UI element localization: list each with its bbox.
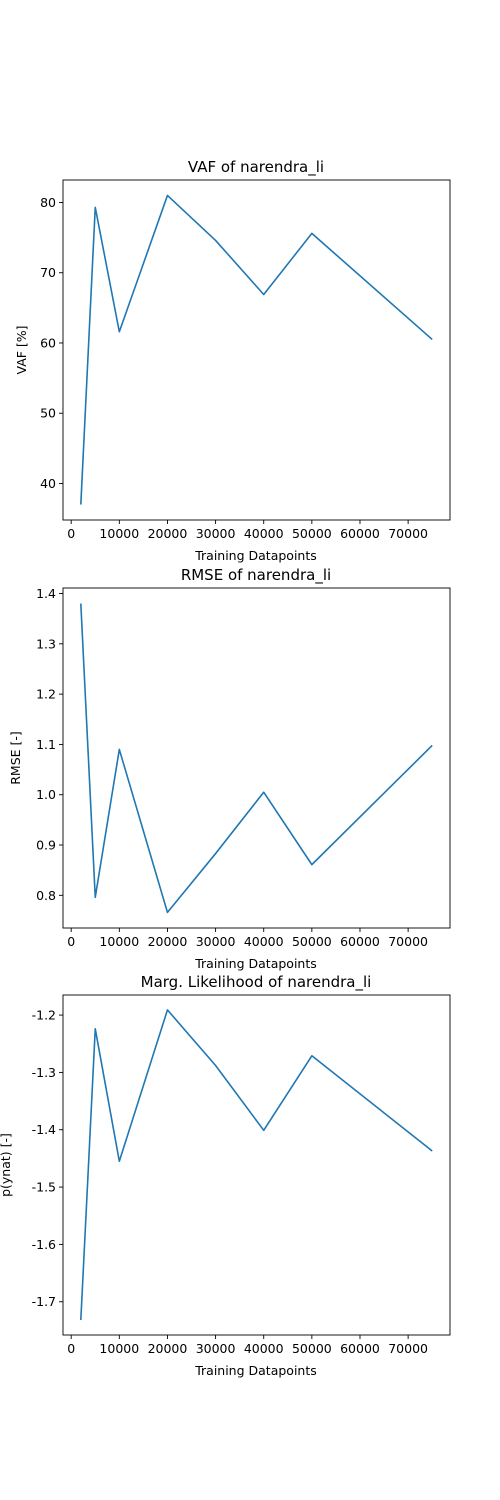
- y-tick-label: 60: [40, 335, 56, 350]
- y-tick-label: -1.4: [32, 1122, 56, 1137]
- y-ticks: -1.7 -1.6 -1.5 -1.4 -1.3 -1.2: [32, 1008, 63, 1309]
- subplot-rmse: RMSE of narendra_li RMSE [-] Training Da…: [8, 566, 451, 971]
- x-tick-label: 10000: [99, 526, 139, 541]
- x-tick-label: 70000: [388, 1341, 428, 1356]
- plot-frame: [62, 179, 451, 521]
- y-axis-label: VAF [%]: [14, 325, 29, 374]
- x-axis-label: Training Datapoints: [194, 956, 317, 971]
- chart-title: VAF of narendra_li: [188, 158, 324, 177]
- x-tick-label: 0: [67, 1341, 75, 1356]
- y-tick-label: 70: [40, 265, 56, 280]
- x-tick-label: 0: [67, 934, 75, 949]
- y-tick-label: -1.2: [32, 1008, 56, 1023]
- x-tick-label: 30000: [196, 934, 236, 949]
- y-tick-label: -1.6: [32, 1237, 56, 1252]
- y-tick-label: 0.9: [36, 838, 56, 853]
- y-axis-label: RMSE [-]: [8, 731, 23, 785]
- x-axis-label: Training Datapoints: [194, 1363, 317, 1378]
- y-tick-label: 40: [40, 476, 56, 491]
- x-tick-label: 70000: [388, 526, 428, 541]
- x-tick-label: 40000: [244, 526, 284, 541]
- x-tick-label: 60000: [340, 934, 380, 949]
- x-tick-label: 70000: [388, 934, 428, 949]
- x-tick-label: 0: [67, 526, 75, 541]
- subplot-marg-likelihood: Marg. Likelihood of narendra_li p(ynat) …: [0, 973, 451, 1378]
- y-tick-label: -1.5: [32, 1180, 56, 1195]
- x-tick-label: 50000: [292, 1341, 332, 1356]
- x-tick-label: 60000: [340, 1341, 380, 1356]
- y-tick-label: 1.3: [36, 636, 56, 651]
- x-tick-label: 20000: [148, 934, 188, 949]
- x-tick-label: 60000: [340, 526, 380, 541]
- x-tick-label: 50000: [292, 526, 332, 541]
- y-tick-label: 80: [40, 195, 56, 210]
- plot-frame: [62, 994, 451, 1336]
- subplot-vaf: VAF of narendra_li VAF [%] Training Data…: [14, 158, 451, 563]
- x-ticks: 0 10000 20000 30000 40000 50000 60000 70000: [67, 928, 428, 949]
- y-tick-label: -1.3: [32, 1065, 56, 1080]
- x-tick-label: 20000: [148, 1341, 188, 1356]
- y-tick-label: 1.2: [36, 687, 56, 702]
- y-tick-label: 1.1: [36, 737, 56, 752]
- y-ticks: 0.8 0.9 1.0 1.1 1.2 1.3 1.4: [36, 586, 63, 903]
- y-tick-label: 1.4: [36, 586, 56, 601]
- chart-title: Marg. Likelihood of narendra_li: [141, 973, 372, 992]
- x-axis-label: Training Datapoints: [194, 548, 317, 563]
- x-ticks: 0 10000 20000 30000 40000 50000 60000 70000: [67, 520, 428, 541]
- y-tick-label: 50: [40, 406, 56, 421]
- x-tick-label: 30000: [196, 526, 236, 541]
- y-tick-label: 0.8: [36, 888, 56, 903]
- y-ticks: 40 50 60 70 80: [40, 195, 63, 491]
- chart-title: RMSE of narendra_li: [181, 566, 331, 585]
- x-tick-label: 50000: [292, 934, 332, 949]
- x-tick-label: 40000: [244, 934, 284, 949]
- x-tick-label: 40000: [244, 1341, 284, 1356]
- x-tick-label: 20000: [148, 526, 188, 541]
- x-tick-label: 30000: [196, 1341, 236, 1356]
- plot-frame: [62, 587, 451, 929]
- y-axis-label: p(ynat) [-]: [0, 1133, 13, 1197]
- x-tick-label: 10000: [99, 934, 139, 949]
- series-line: [80, 1009, 433, 1321]
- series-line: [80, 603, 433, 914]
- y-tick-label: -1.7: [32, 1294, 56, 1309]
- y-tick-label: 1.0: [36, 787, 56, 802]
- series-line: [80, 194, 433, 505]
- x-tick-label: 10000: [99, 1341, 139, 1356]
- x-ticks: 0 10000 20000 30000 40000 50000 60000 70000: [67, 1335, 428, 1356]
